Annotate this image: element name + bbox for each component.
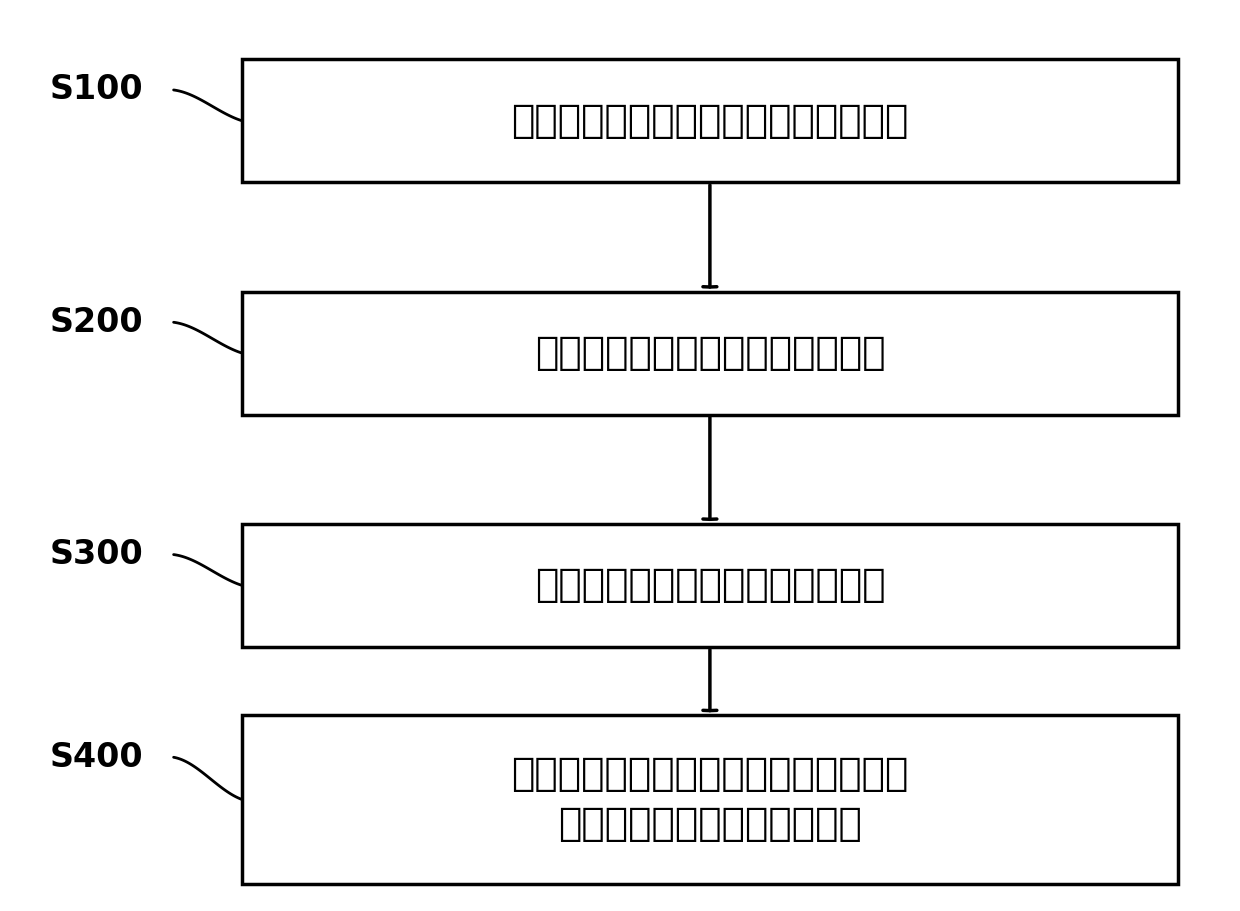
Text: 基于热处理硬度分布曲线与最低硬度分
布曲线，确定热处理工艺要求: 基于热处理硬度分布曲线与最低硬度分 布曲线，确定热处理工艺要求 [511, 755, 909, 844]
Bar [242, 524, 1178, 647]
Text: S300: S300 [50, 538, 144, 571]
Text: S100: S100 [50, 74, 144, 107]
Text: 确定机械零件的危险截面应力分布曲线: 确定机械零件的危险截面应力分布曲线 [511, 102, 909, 139]
Bar [242, 715, 1178, 884]
Text: S400: S400 [50, 741, 144, 773]
Bar [242, 292, 1178, 415]
Text: S200: S200 [50, 306, 144, 339]
Text: 确定机械零件的最低硬度分布曲线: 确定机械零件的最低硬度分布曲线 [534, 567, 885, 604]
Text: 确定机械零件的最低强度分布曲线: 确定机械零件的最低强度分布曲线 [534, 334, 885, 372]
Bar [242, 59, 1178, 182]
